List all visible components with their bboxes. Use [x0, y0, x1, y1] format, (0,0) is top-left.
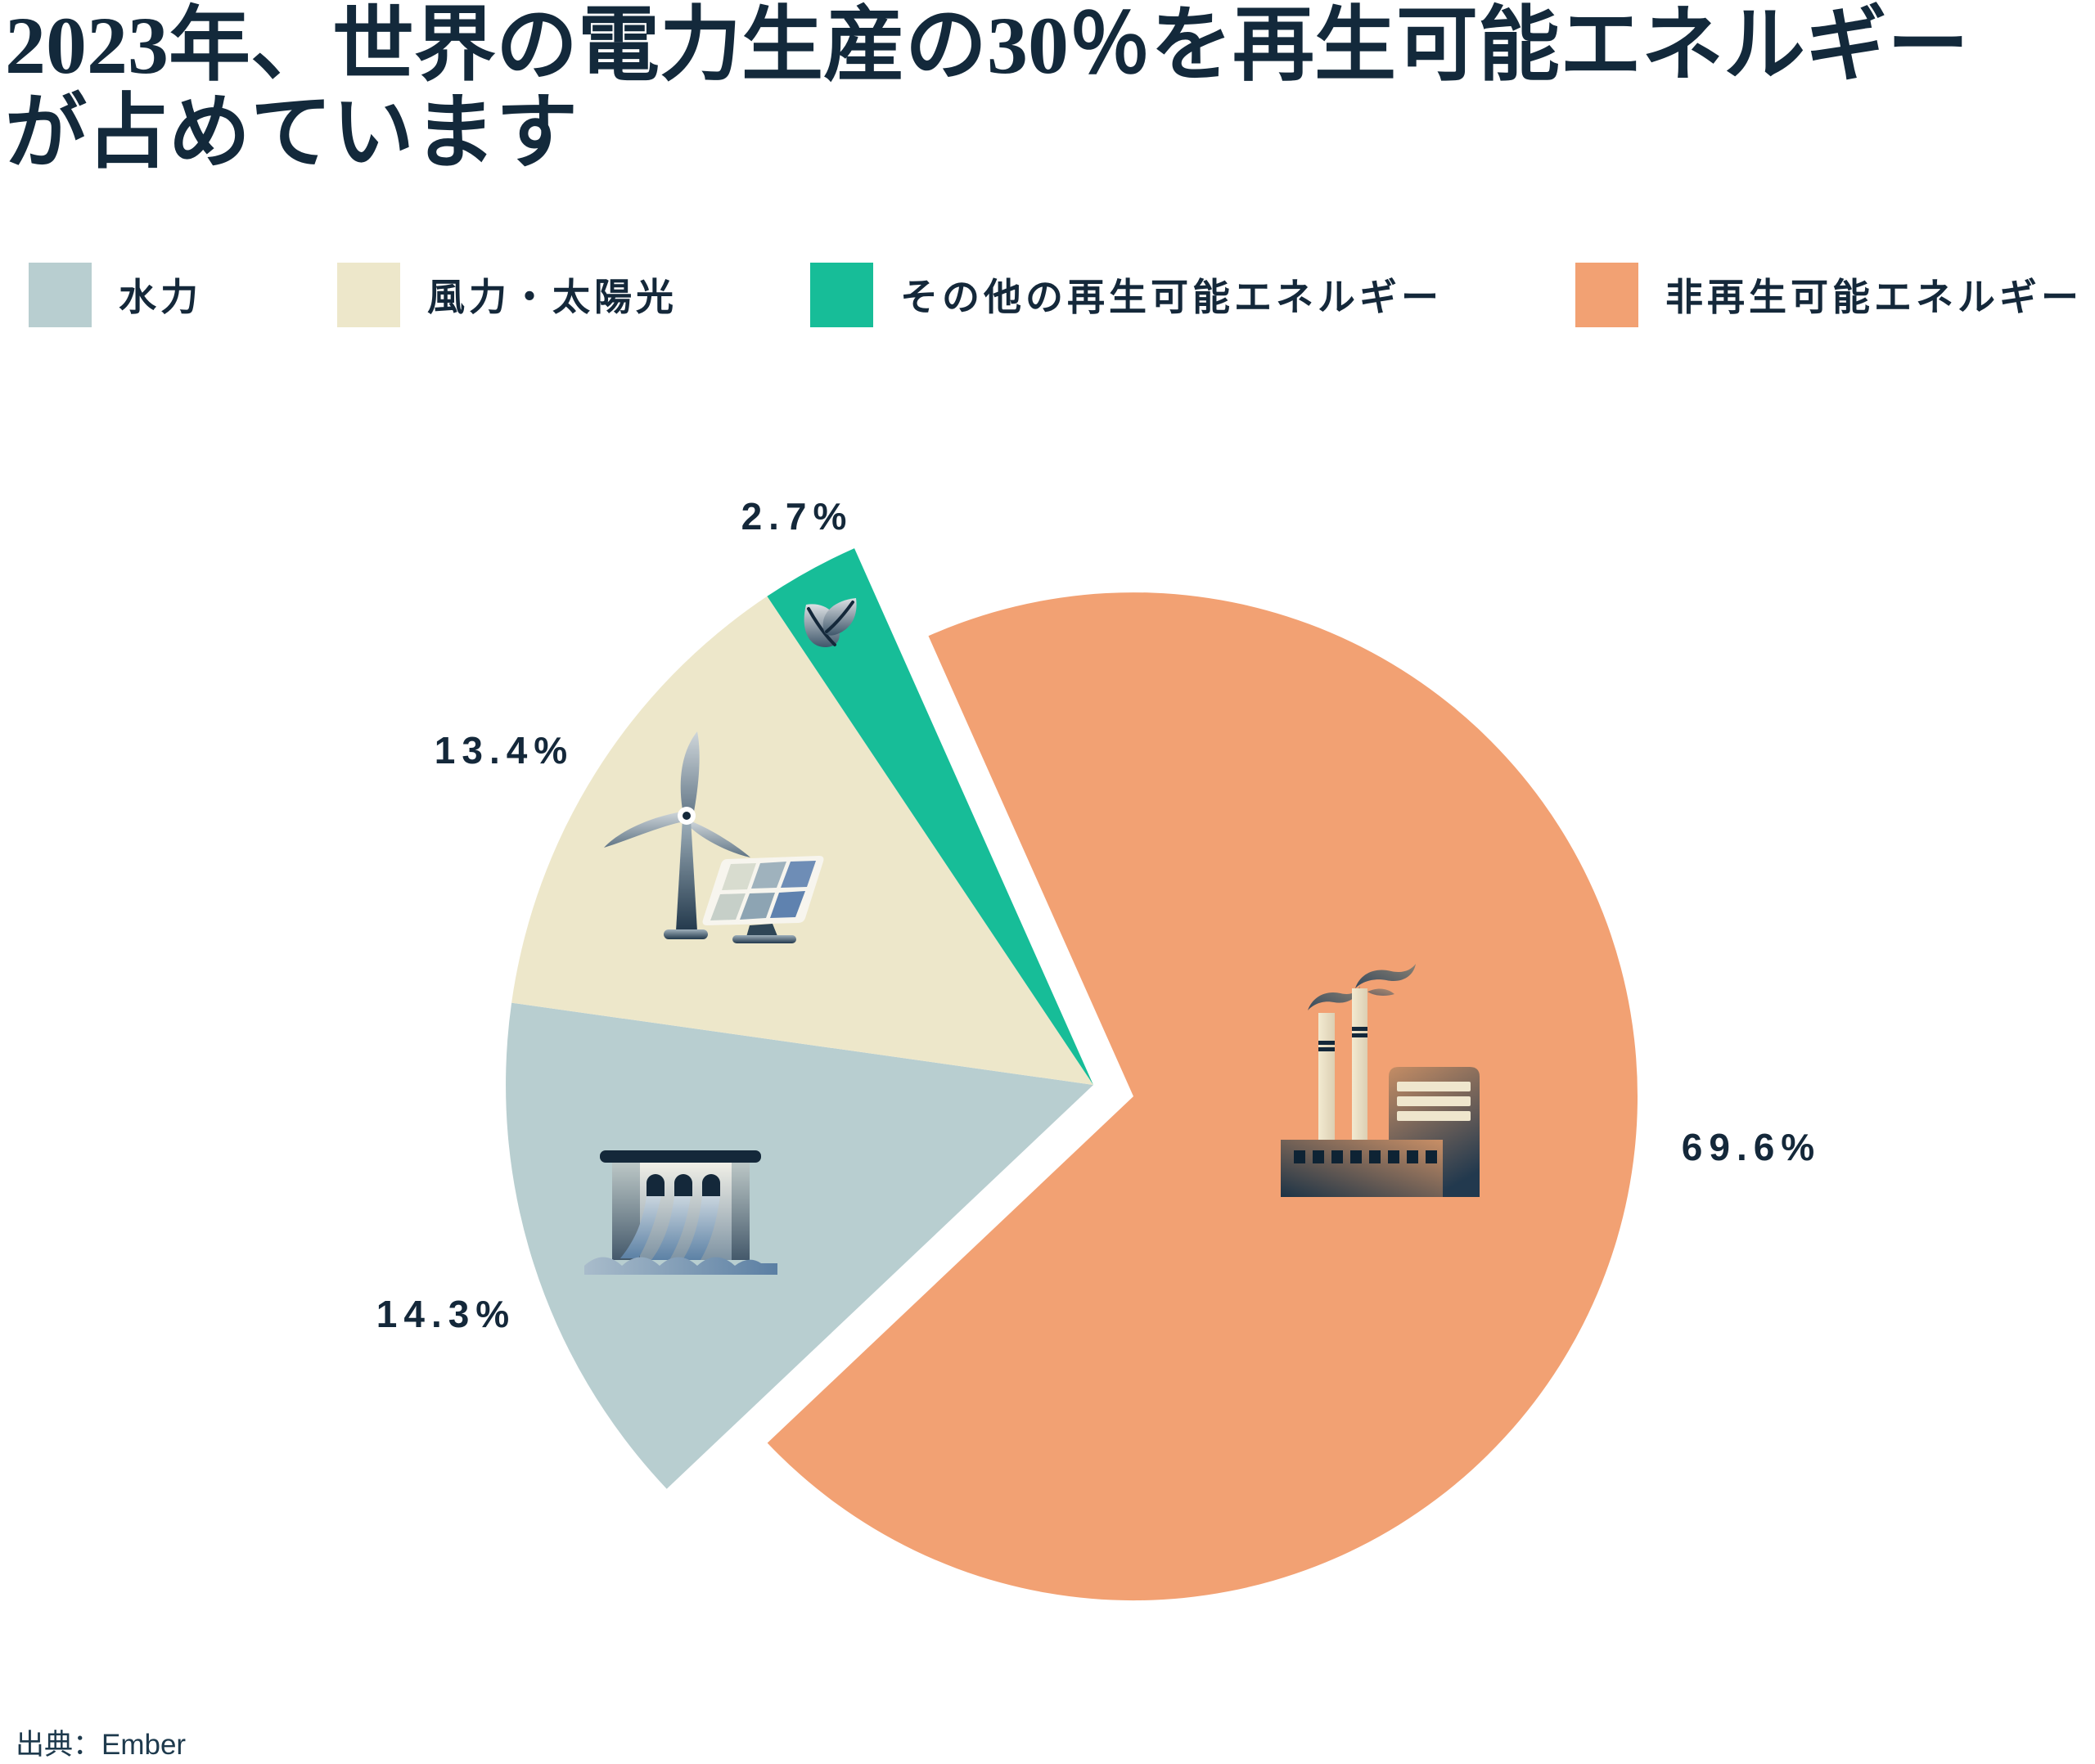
pie-slice-wind-solar [511, 596, 1093, 1085]
legend-swatch-wind-solar [337, 262, 400, 327]
leaf-icon [804, 598, 857, 648]
legend-label-wind-solar: 風力・太陽光 [427, 276, 678, 318]
legend-item-other-renewables: その他の再生可能エネルギー [810, 262, 1443, 327]
legend-item-wind-solar: 風力・太陽光 [337, 262, 678, 327]
pie-slice-hydro [506, 1002, 1093, 1489]
legend-item-non-renewable: 非再生可能エネルギー [1575, 262, 2083, 327]
legend-item-hydro: 水力 [29, 262, 202, 327]
legend-swatch-hydro [29, 262, 92, 327]
legend-label-non-renewable: 非再生可能エネルギー [1665, 276, 2083, 318]
slice-value-label-wind-solar: 13.4% [434, 729, 574, 772]
slice-value-label-hydro: 14.3% [376, 1293, 516, 1335]
pie-slice-non-renewable [767, 592, 1638, 1601]
factory-icon [1281, 964, 1480, 1197]
slice-value-label-non-renewable: 69.6% [1681, 1126, 1822, 1168]
dam-icon [584, 1150, 777, 1275]
slice-value-label-other-renewables: 2.7% [741, 495, 854, 538]
pie-slice-other-renewables [767, 548, 1093, 1085]
source-note: 出典：Ember [16, 1729, 187, 1761]
legend-label-hydro: 水力 [119, 276, 202, 318]
pie-slices [506, 548, 1638, 1601]
legend-label-other-renewables: その他の再生可能エネルギー [900, 276, 1443, 318]
page-title-line1: 2023年、世界の電力生産の30％を再生可能エネルギー [5, 0, 1969, 91]
page-title: 2023年、世界の電力生産の30％を再生可能エネルギー が占めています [5, 2, 2093, 177]
wind-turbine-solar-panel-icon [604, 731, 824, 943]
legend-swatch-non-renewable [1575, 262, 1638, 327]
legend-swatch-other-renewables [810, 262, 873, 327]
page-title-line2: が占めています [5, 88, 578, 178]
